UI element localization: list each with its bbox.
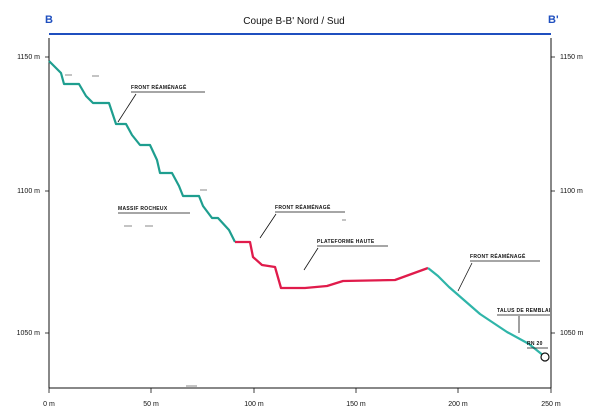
section-end-label: B' [548, 14, 559, 26]
x-tick-200: 200 m [448, 401, 468, 408]
faint-dash-marks [65, 74, 346, 387]
annotation-front-right: FRONT RÉAMÉNAGÉ [470, 252, 526, 260]
annotation-base: RN 20 [527, 341, 543, 347]
y-right-tick-1100: 1100 m [560, 188, 583, 195]
annotation-front-initial-leader [117, 93, 137, 123]
annotation-front-middle: FRONT RÉAMÉNAGÉ [275, 203, 331, 211]
y-left-tick-1050: 1050 m [17, 330, 41, 337]
bottom-x-ticks [48, 388, 552, 393]
y-left-tick-1150: 1150 m [17, 54, 40, 61]
y-right-tick-1150: 1150 m [560, 54, 583, 61]
road-marker [540, 352, 550, 362]
annotation-talus: TALUS DE REMBLAI [497, 308, 551, 314]
profile-talus [427, 267, 545, 357]
x-tick-100: 100 m [244, 401, 264, 408]
left-y-ticks [45, 56, 49, 334]
right-y-ticks [551, 56, 555, 334]
y-left-tick-1100: 1100 m [17, 188, 40, 195]
diagram-title: Coupe B-B' Nord / Sud [243, 16, 344, 27]
x-tick-0: 0 m [43, 401, 55, 408]
x-tick-250: 250 m [541, 401, 561, 408]
annotation-front-right-leader [457, 262, 473, 292]
x-tick-50: 50 m [143, 401, 159, 408]
profile-platform [235, 240, 429, 290]
section-start-label: B [45, 14, 53, 26]
annotation-platform-high: PLATEFORME HAUTE [317, 239, 375, 245]
profile-front-face [48, 60, 236, 243]
x-tick-150: 150 m [346, 401, 366, 408]
y-right-tick-1050: 1050 m [560, 330, 584, 337]
annotation-front-initial: FRONT RÉAMÉNAGÉ [131, 83, 187, 91]
annotation-platform-high-leader [303, 247, 319, 271]
annotation-massif: MASSIF ROCHEUX [118, 206, 168, 212]
annotation-front-middle-leader [259, 213, 277, 239]
